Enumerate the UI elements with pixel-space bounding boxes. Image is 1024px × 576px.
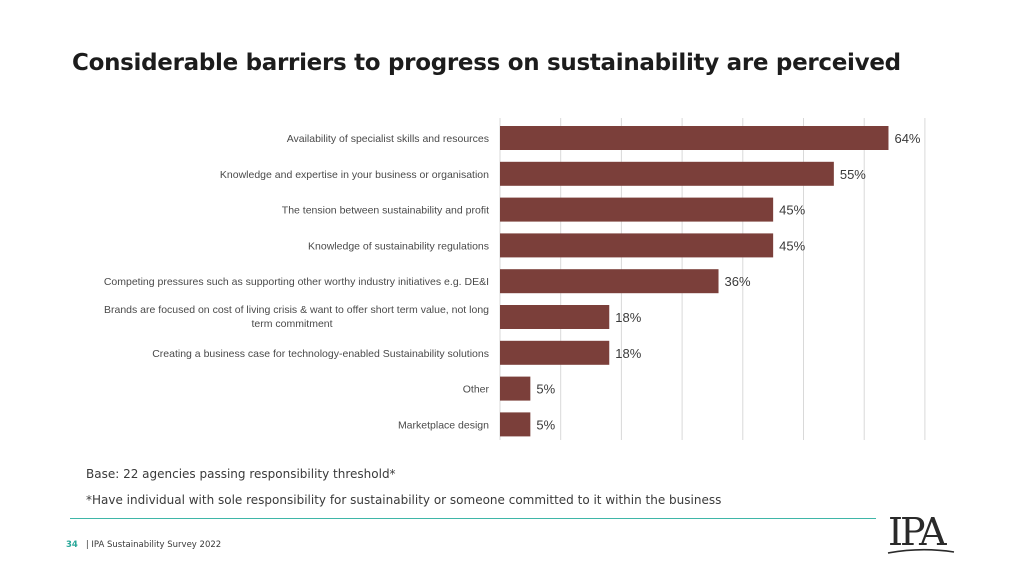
footer-divider xyxy=(70,518,876,519)
page-title: Considerable barriers to progress on sus… xyxy=(72,50,901,76)
data-label: 5% xyxy=(536,417,555,432)
data-label: 18% xyxy=(615,310,641,325)
data-label: 45% xyxy=(779,238,805,253)
data-label: 55% xyxy=(840,167,866,182)
bar-chart: 64% Availability of specialist skills and… xyxy=(104,118,926,440)
ipa-logo-swoosh-icon xyxy=(887,548,955,554)
page-number: 34 xyxy=(66,540,78,550)
bar xyxy=(500,376,531,401)
footer: 34 | IPA Sustainability Survey 2022 xyxy=(66,540,221,550)
footer-text: | IPA Sustainability Survey 2022 xyxy=(85,540,222,550)
data-label: 5% xyxy=(536,382,555,397)
bar xyxy=(500,269,719,294)
bar xyxy=(500,412,531,437)
category-label: Knowledge and expertise in your business… xyxy=(220,169,489,181)
footnote: *Have individual with sole responsibilit… xyxy=(86,493,722,507)
data-label: 36% xyxy=(725,274,751,289)
category-label: Availability of specialist skills and re… xyxy=(287,133,489,145)
bar xyxy=(500,197,774,222)
category-label: Marketplace design xyxy=(398,419,489,431)
category-label: Competing pressures such as supporting o… xyxy=(104,276,489,288)
category-label: Brands are focused on cost of living cri… xyxy=(104,304,489,316)
base-note: Base: 22 agencies passing responsibility… xyxy=(86,467,396,481)
category-label: Knowledge of sustainability regulations xyxy=(308,240,489,252)
data-label: 45% xyxy=(779,203,805,218)
data-label: 64% xyxy=(894,131,920,146)
bar xyxy=(500,305,610,329)
bar xyxy=(500,233,774,258)
bar xyxy=(500,126,889,150)
data-label: 18% xyxy=(615,346,641,361)
category-label: Creating a business case for technology-… xyxy=(152,348,489,360)
category-label: term commitment xyxy=(251,318,332,330)
ipa-logo: IPA xyxy=(888,510,947,554)
ipa-logo-text: IPA xyxy=(888,510,947,554)
category-label: The tension between sustainability and p… xyxy=(282,205,489,217)
bar xyxy=(500,340,610,365)
category-label: Other xyxy=(463,384,490,396)
bar xyxy=(500,161,834,186)
